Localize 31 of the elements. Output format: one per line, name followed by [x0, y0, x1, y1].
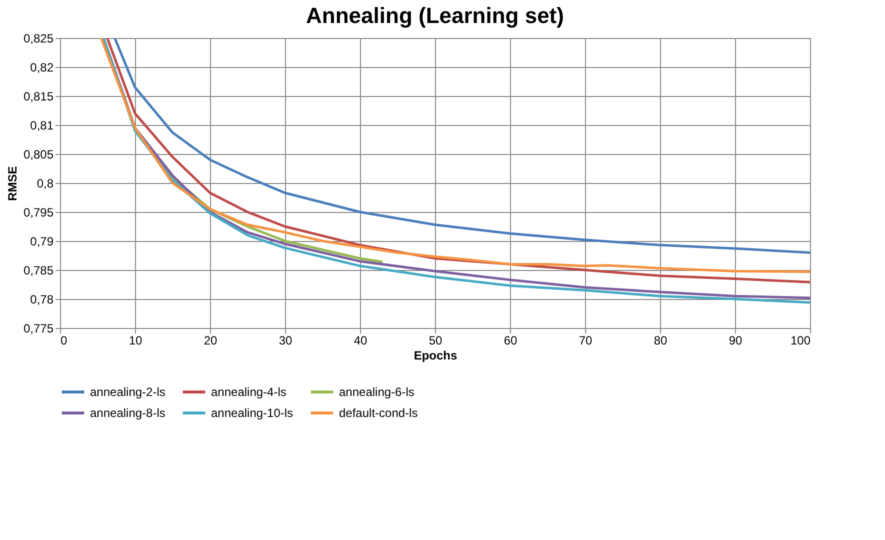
- x-axis-title: Epochs: [414, 348, 458, 362]
- y-tick-label: 0,805: [23, 148, 54, 162]
- x-tick-label: 20: [204, 334, 218, 348]
- x-tick-label: 70: [578, 334, 592, 348]
- y-tick-label: 0,82: [30, 60, 54, 74]
- y-tick-label: 0,825: [23, 32, 54, 46]
- y-tick-label: 0,81: [30, 118, 54, 132]
- x-tick-label: 100: [790, 334, 811, 348]
- legend-label: annealing-8-ls: [90, 406, 166, 420]
- x-tick-label: 80: [654, 334, 668, 348]
- y-tick-label: 0,78: [30, 292, 54, 306]
- y-tick-label: 0,79: [30, 234, 54, 248]
- x-tick-label: 60: [504, 334, 518, 348]
- y-tick-label: 0,815: [23, 90, 54, 104]
- y-axis-title: RMSE: [5, 166, 20, 201]
- x-tick-label: 0: [60, 334, 68, 348]
- legend-label: annealing-6-ls: [339, 385, 414, 399]
- legend-label: default-cond-ls: [339, 406, 418, 420]
- x-tick-label: 40: [354, 334, 368, 348]
- x-tick-label: 10: [128, 334, 142, 348]
- y-tick-label: 0,775: [23, 322, 54, 336]
- x-tick-label: 90: [728, 334, 742, 348]
- legend-label: annealing-2-ls: [90, 385, 166, 399]
- x-tick-label: 50: [428, 334, 442, 348]
- legend-label: annealing-4-ls: [211, 385, 286, 399]
- legend-label: annealing-10-ls: [211, 406, 294, 420]
- y-tick-label: 0,785: [23, 264, 54, 278]
- x-tick-label: 30: [278, 334, 292, 348]
- y-tick-label: 0,795: [23, 206, 54, 220]
- chart-title: Annealing (Learning set): [306, 3, 564, 28]
- y-tick-label: 0,8: [36, 176, 54, 190]
